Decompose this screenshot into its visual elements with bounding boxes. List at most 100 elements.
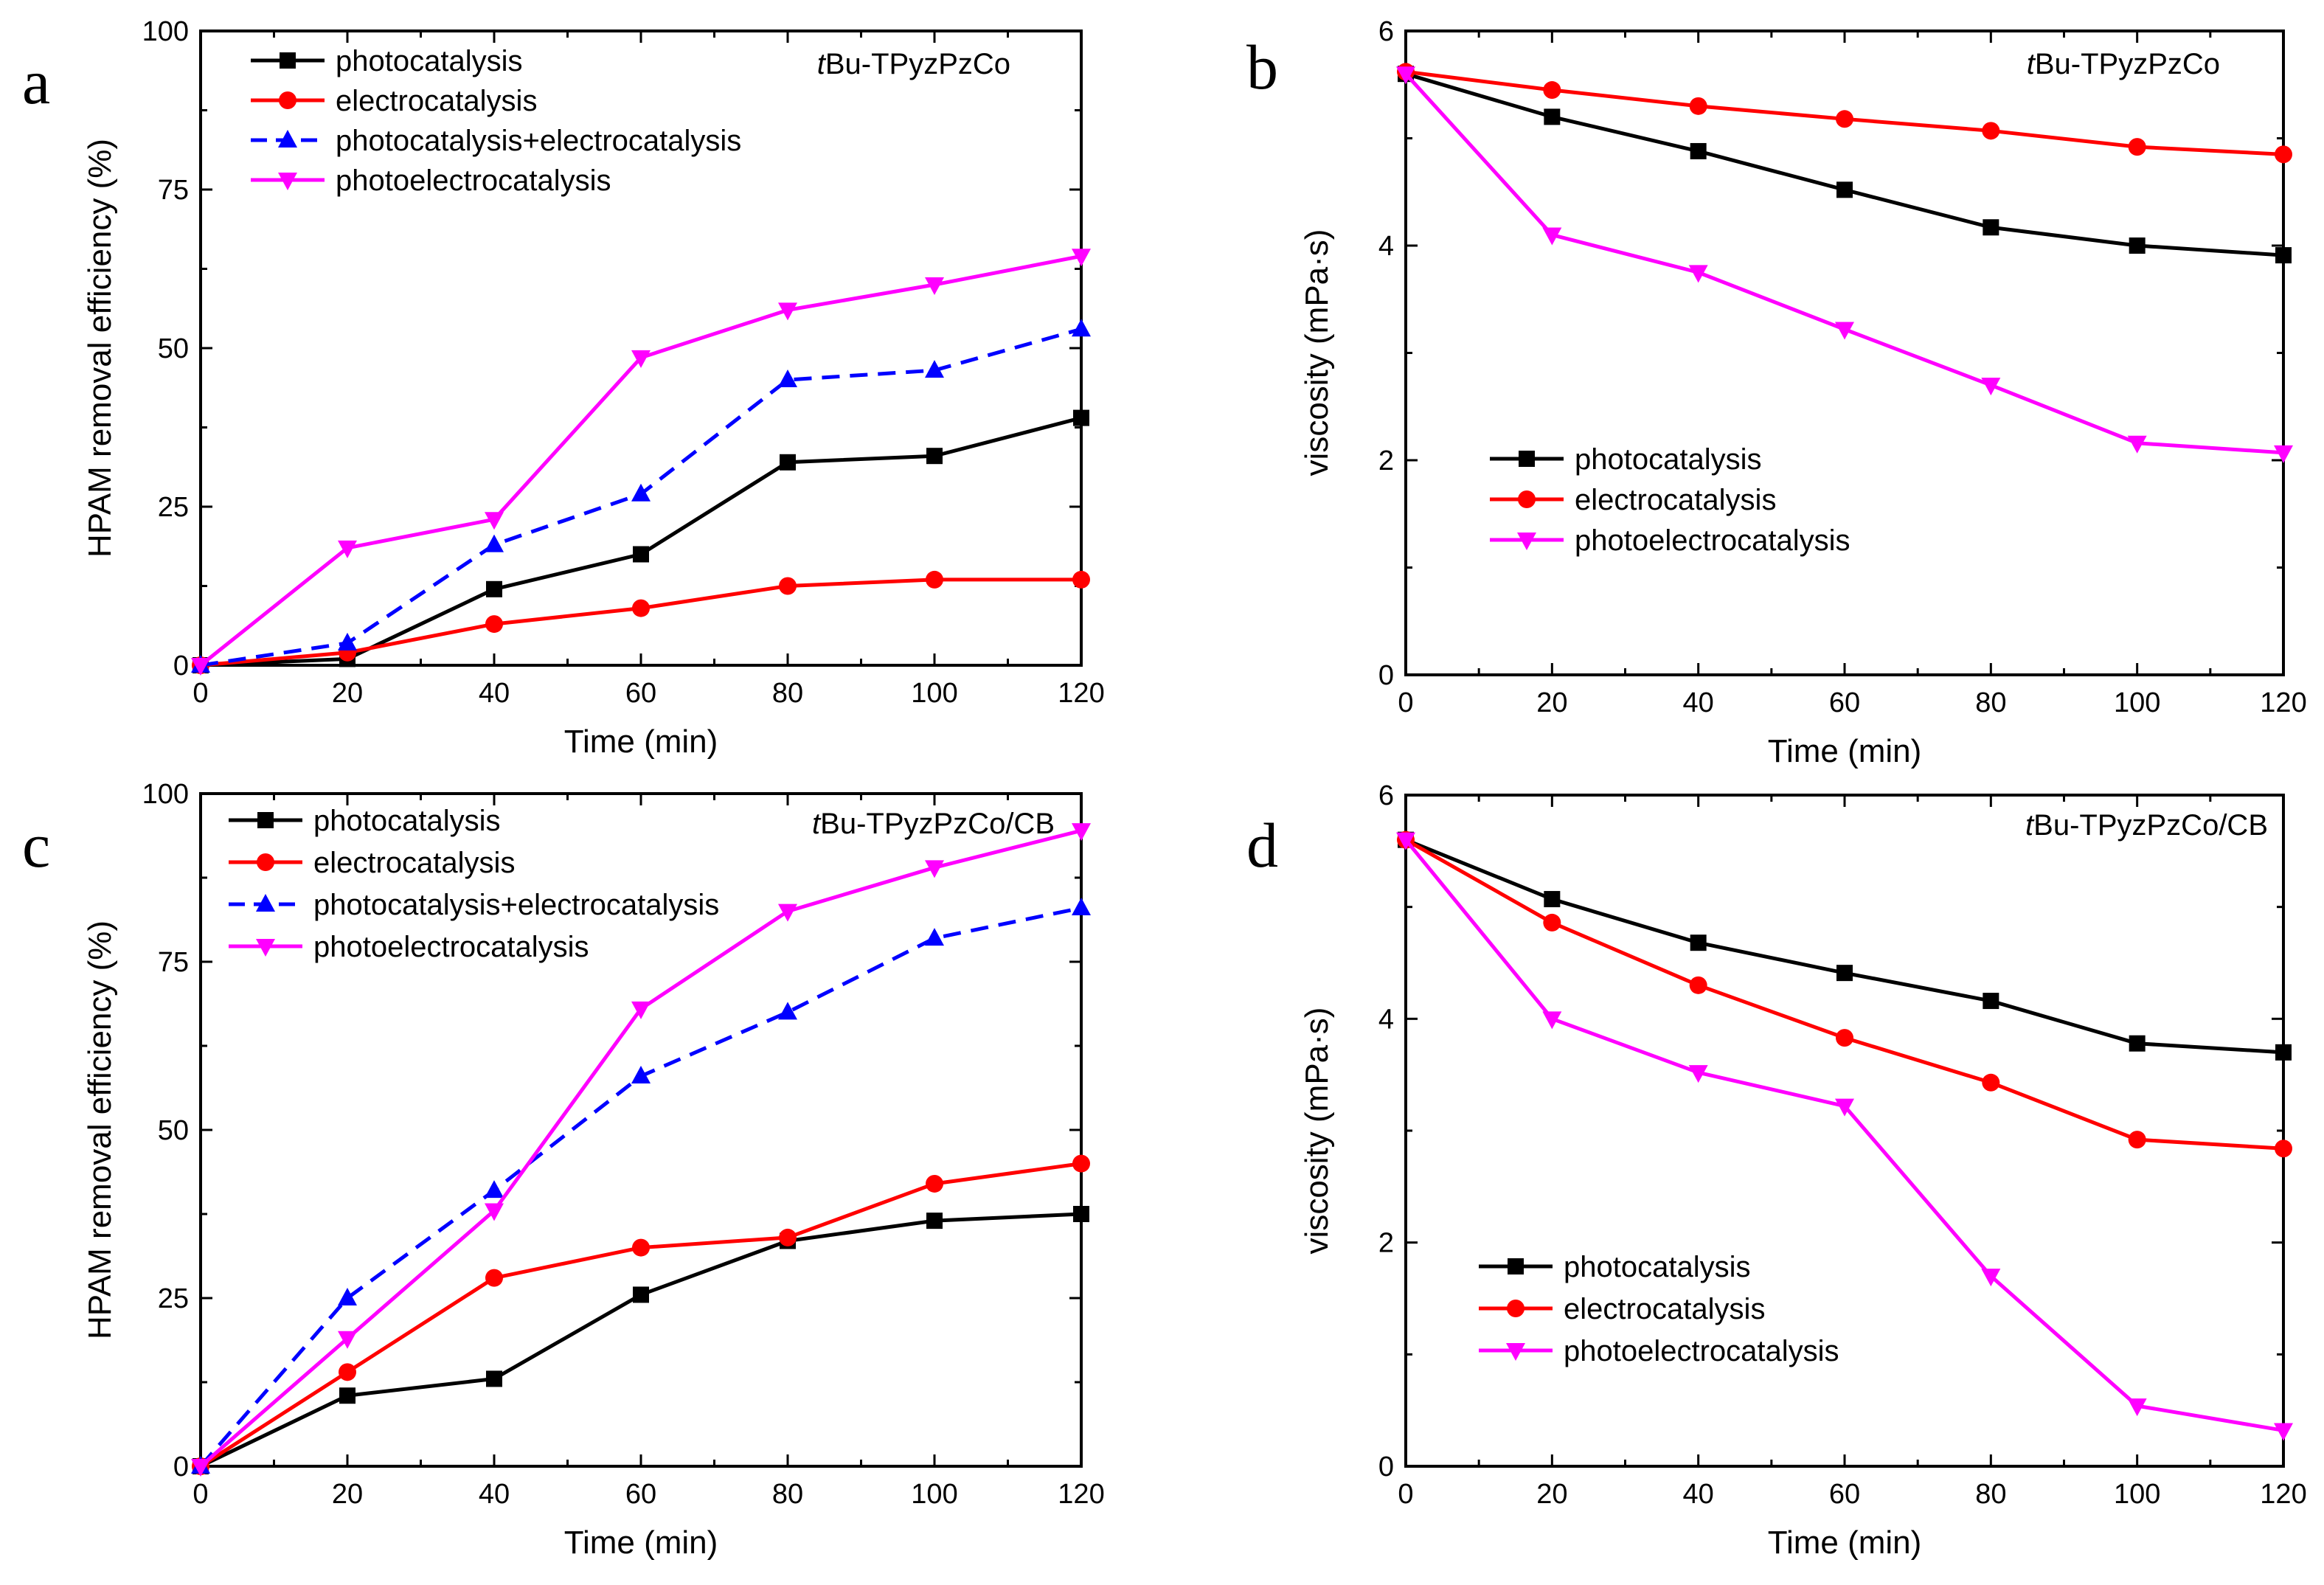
data-point <box>2128 138 2146 156</box>
x-tick-label: 60 <box>625 678 656 709</box>
series-photocatalysis+electrocatalysis <box>191 319 1091 673</box>
legend-label: photocatalysis <box>313 805 500 837</box>
data-point <box>1836 181 1853 198</box>
data-point <box>631 350 651 368</box>
legend-label: photocatalysis+electrocatalysis <box>313 889 719 921</box>
y-tick-label: 2 <box>1378 1228 1394 1259</box>
x-tick-label: 20 <box>332 1479 363 1510</box>
data-point <box>486 580 502 597</box>
legend: photocatalysis electrocatalysis photoelect… <box>1490 443 1850 557</box>
series-photoelectrocatalysis <box>191 249 1091 676</box>
y-tick-label: 50 <box>158 333 189 364</box>
x-tick-label: 80 <box>1975 1479 2006 1510</box>
data-point <box>925 860 944 878</box>
x-tick-label: 60 <box>1829 687 1860 718</box>
legend-marker <box>1506 1343 1525 1361</box>
data-point <box>631 1001 651 1019</box>
chart-panel-a: a 0 20 40 60 80 100 120 0 25 50 75 100 Time (min) HPAM… <box>22 16 1105 760</box>
data-point <box>778 1002 797 1020</box>
chart-annotation: tBu-TPyzPzCo/CB <box>2025 809 2268 842</box>
legend-marker <box>256 939 275 957</box>
panel-letter: c <box>22 810 50 881</box>
x-tick-label: 100 <box>911 1479 957 1510</box>
data-point <box>2127 435 2147 454</box>
x-tick-label: 40 <box>1683 687 1714 718</box>
x-axis-title: Time (min) <box>1768 733 1922 769</box>
data-point <box>926 1174 943 1193</box>
y-tick-label: 4 <box>1378 231 1394 262</box>
data-point <box>1072 823 1091 842</box>
data-point <box>338 1288 357 1305</box>
x-tick-label: 120 <box>1058 678 1104 709</box>
data-point <box>925 360 944 378</box>
panel-letter: d <box>1246 810 1278 881</box>
data-point <box>1543 913 1561 932</box>
data-point <box>1690 142 1707 159</box>
legend-marker <box>256 894 275 912</box>
data-point <box>633 546 649 563</box>
data-point <box>338 1331 357 1349</box>
data-point <box>338 632 357 651</box>
y-tick-label: 75 <box>158 947 189 978</box>
data-point <box>485 1269 503 1287</box>
y-axis-title: viscosity (mPa·s) <box>1299 229 1335 476</box>
data-point <box>1836 110 1853 128</box>
series-electrocatalysis <box>1397 830 2292 1158</box>
x-tick-label: 40 <box>1683 1479 1714 1510</box>
annotation-italic-prefix: t <box>817 48 827 80</box>
data-point <box>779 577 797 595</box>
annotation-italic-prefix: t <box>2027 48 2036 80</box>
data-point <box>1688 265 1708 283</box>
data-point <box>1690 934 1707 951</box>
legend-label: photocatalysis <box>1564 1251 1750 1283</box>
legend-marker <box>257 853 274 871</box>
data-point <box>485 512 504 530</box>
data-point <box>1073 409 1089 426</box>
x-tick-label: 0 <box>192 1479 208 1510</box>
data-point <box>191 1459 210 1477</box>
data-point <box>339 1387 355 1404</box>
data-point <box>2275 145 2292 164</box>
x-tick-label: 80 <box>1975 687 2006 718</box>
y-axis-title: HPAM removal efficiency (%) <box>82 139 118 558</box>
data-point <box>925 928 944 946</box>
data-point <box>926 448 943 465</box>
legend: photocatalysis electrocatalysis photocatal… <box>229 805 719 963</box>
legend-marker <box>1517 533 1536 550</box>
data-point <box>1072 898 1091 916</box>
x-tick-label: 60 <box>1829 1479 1860 1510</box>
data-point <box>631 483 651 502</box>
data-point <box>2274 445 2293 463</box>
y-tick-label: 25 <box>158 1283 189 1314</box>
x-tick-label: 100 <box>911 678 957 709</box>
y-tick-label: 4 <box>1378 1004 1394 1035</box>
data-point <box>778 904 797 922</box>
data-point <box>1396 66 1415 85</box>
annotation-text: Bu-TPyzPzCo/CB <box>2033 809 2268 842</box>
y-tick-label: 6 <box>1378 780 1394 811</box>
annotation-text: Bu-TPyzPzCo/CB <box>820 808 1055 840</box>
chart-annotation: tBu-TPyzPzCo <box>817 48 1010 80</box>
data-point <box>780 454 796 471</box>
annotation-italic-prefix: t <box>812 808 822 840</box>
x-tick-label: 100 <box>2114 1479 2160 1510</box>
data-point <box>1982 122 2000 140</box>
x-tick-label: 20 <box>1536 687 1567 718</box>
legend-marker <box>1508 1258 1524 1274</box>
data-point <box>485 615 503 634</box>
data-point <box>1072 570 1090 589</box>
x-tick-label: 120 <box>2260 687 2306 718</box>
legend-marker <box>279 91 296 109</box>
x-tick-label: 40 <box>479 678 510 709</box>
data-point <box>1542 227 1562 246</box>
y-tick-label: 0 <box>1378 1452 1394 1482</box>
data-point <box>926 1213 943 1229</box>
legend-label: photocatalysis+electrocatalysis <box>336 125 741 157</box>
y-tick-label: 6 <box>1378 16 1394 47</box>
data-point <box>486 1370 502 1387</box>
data-point <box>1544 108 1561 125</box>
legend-label: electrocatalysis <box>313 847 515 879</box>
annotation-text: Bu-TPyzPzCo <box>2035 48 2220 80</box>
panel-letter: b <box>1246 32 1278 103</box>
